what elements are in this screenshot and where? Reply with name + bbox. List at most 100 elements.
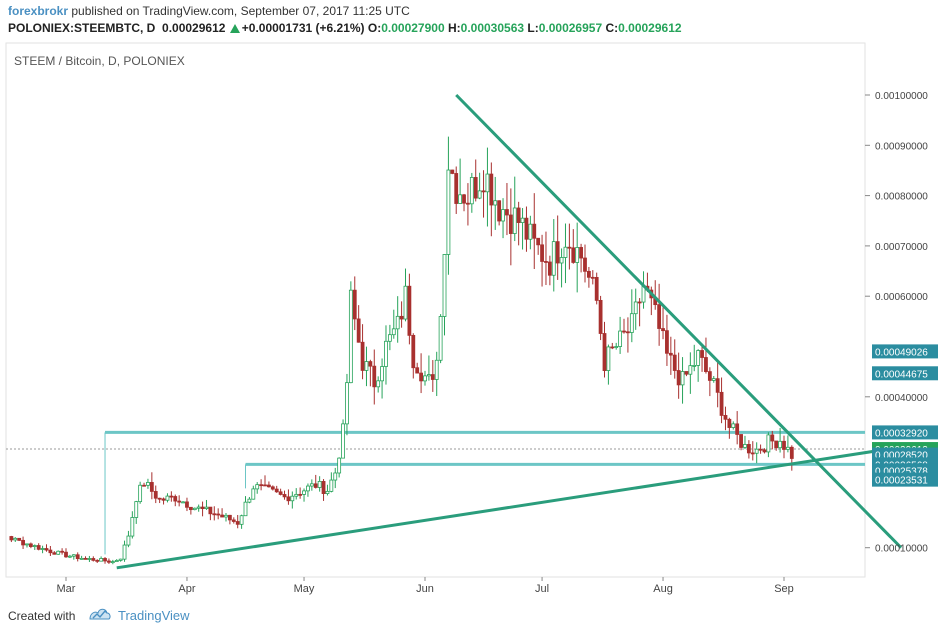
candle-body bbox=[711, 378, 716, 381]
time-axis[interactable]: Mar Apr May Jun Jul Aug Sep bbox=[57, 577, 794, 595]
candle-body bbox=[364, 361, 369, 371]
candle-body bbox=[774, 440, 779, 449]
candle-body bbox=[754, 448, 759, 454]
candle-body bbox=[71, 554, 76, 557]
candle-body bbox=[239, 515, 244, 525]
candle-body bbox=[493, 200, 498, 206]
y-tick-label: 0.00090000 bbox=[875, 141, 928, 152]
candle-body bbox=[235, 521, 240, 525]
y-tick-label: 0.00060000 bbox=[875, 292, 928, 303]
candle-body bbox=[161, 498, 166, 501]
candle-body bbox=[391, 328, 396, 336]
candle-body bbox=[586, 270, 591, 278]
y-tick-label: 0.00100000 bbox=[875, 91, 928, 102]
candle-body bbox=[91, 558, 96, 561]
tradingview-logo-icon[interactable] bbox=[88, 605, 112, 623]
quote-line: POLONIEX:STEEMBTC, D 0.00029612 +0.00001… bbox=[8, 21, 682, 35]
open-label: O: bbox=[367, 21, 382, 35]
candle-body bbox=[622, 330, 626, 333]
candle-body bbox=[153, 491, 158, 499]
candle-body bbox=[32, 545, 37, 547]
candle-body bbox=[598, 299, 603, 334]
x-tick-label: Jul bbox=[535, 583, 549, 595]
price-chart[interactable]: STEEM / Bitcoin, D, POLONIEX 0.001000000… bbox=[0, 40, 947, 600]
candle-body bbox=[13, 537, 18, 541]
candle-body bbox=[64, 551, 68, 558]
candle-body bbox=[231, 519, 236, 522]
candle-body bbox=[610, 346, 615, 349]
candle-body bbox=[192, 507, 197, 511]
candle-body bbox=[469, 177, 474, 205]
candle-body bbox=[21, 539, 25, 546]
open-value: 0.00027900 bbox=[381, 21, 445, 35]
candles bbox=[9, 136, 794, 565]
candle-body bbox=[356, 318, 361, 343]
candle-body bbox=[196, 506, 201, 509]
candle-body bbox=[415, 367, 420, 374]
candle-body bbox=[333, 472, 338, 481]
trendlines bbox=[116, 93, 903, 570]
candle-body bbox=[294, 493, 299, 497]
candle-body bbox=[497, 200, 502, 222]
candle-body bbox=[618, 330, 623, 347]
tradingview-brand[interactable]: TradingView bbox=[118, 608, 190, 623]
candle-body bbox=[680, 371, 685, 386]
x-tick-label: Apr bbox=[178, 583, 195, 595]
candle-body bbox=[512, 207, 517, 234]
chart-area[interactable]: STEEM / Bitcoin, D, POLONIEX 0.00100000 0… bbox=[0, 40, 947, 600]
x-tick-label: Jun bbox=[416, 583, 434, 595]
x-tick-label: Sep bbox=[774, 583, 794, 595]
candle-body bbox=[368, 361, 373, 367]
candle-body bbox=[142, 484, 146, 487]
candle-body bbox=[380, 366, 384, 382]
candle-body bbox=[473, 177, 478, 199]
candle-body bbox=[782, 440, 786, 450]
candle-body bbox=[263, 484, 267, 487]
candle-body bbox=[442, 254, 447, 317]
candle-body bbox=[208, 506, 213, 515]
candle-body bbox=[181, 501, 185, 504]
candle-body bbox=[36, 545, 41, 550]
candle-body bbox=[727, 418, 732, 428]
candle-body bbox=[337, 457, 342, 474]
candle-body bbox=[345, 382, 349, 425]
candle-body bbox=[501, 209, 505, 222]
candle-body bbox=[434, 359, 439, 380]
candle-body bbox=[309, 483, 314, 487]
candle-body bbox=[68, 555, 72, 558]
candle-body bbox=[454, 173, 459, 204]
candle-body bbox=[458, 194, 463, 204]
candle-body bbox=[40, 548, 45, 550]
candle-body bbox=[789, 446, 794, 459]
candle-body bbox=[692, 365, 697, 367]
candle-body bbox=[306, 485, 310, 492]
candle-body bbox=[668, 352, 673, 356]
candle-body bbox=[134, 501, 139, 518]
price-label-box bbox=[872, 472, 938, 487]
candle-body bbox=[387, 334, 392, 342]
candle-body bbox=[352, 289, 357, 320]
candle-body bbox=[637, 301, 642, 304]
candle-body bbox=[146, 482, 150, 486]
y-tick-label: 0.00040000 bbox=[875, 393, 928, 404]
candle-body bbox=[485, 173, 490, 193]
candle-body bbox=[508, 214, 513, 234]
candle-body bbox=[778, 440, 782, 449]
candle-body bbox=[544, 261, 548, 263]
candle-body bbox=[688, 365, 693, 375]
low-label: L: bbox=[527, 21, 539, 35]
candle-body bbox=[165, 495, 170, 501]
x-tick-label: May bbox=[294, 583, 315, 595]
x-tick-label: Aug bbox=[653, 583, 673, 595]
candle-body bbox=[56, 550, 61, 555]
candle-body bbox=[481, 190, 486, 193]
candle-body bbox=[99, 558, 104, 562]
low-value: 0.00026957 bbox=[538, 21, 603, 35]
candle-body bbox=[321, 481, 326, 494]
candle-body bbox=[563, 246, 568, 258]
author-link[interactable]: forexbrokr bbox=[8, 4, 69, 18]
candle-body bbox=[676, 370, 681, 386]
candle-body bbox=[786, 446, 790, 450]
candle-body bbox=[185, 501, 189, 508]
price-axis[interactable]: 0.00100000 0.00090000 0.00080000 0.00070000… bbox=[865, 91, 938, 555]
